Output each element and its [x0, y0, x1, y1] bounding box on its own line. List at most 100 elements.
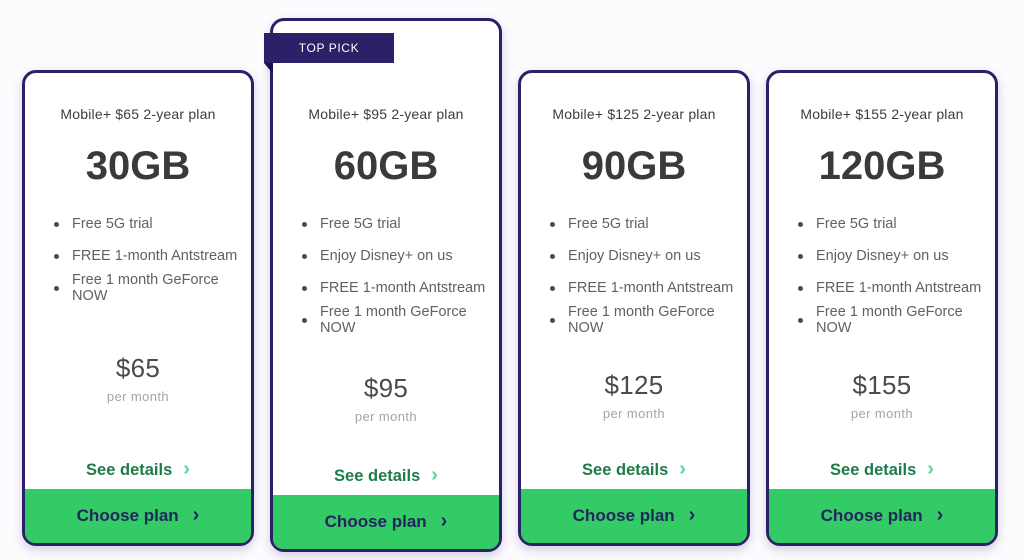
- price-period: per month: [354, 408, 418, 424]
- plan-card-120gb: Mobile+ $155 2-year plan 120GB Free 5G t…: [766, 70, 998, 546]
- feature-label: Free 5G trial: [816, 216, 897, 232]
- chevron-right-icon: ›: [183, 458, 190, 480]
- feature-list: Free 5G trial Enjoy Disney+ on us FREE 1…: [273, 208, 499, 336]
- feature-label: Free 1 month GeForce NOW: [72, 272, 219, 304]
- feature-item: Free 5G trial: [798, 208, 995, 240]
- price: $125: [604, 369, 664, 400]
- see-details-label: See details: [334, 466, 421, 485]
- feature-item: FREE 1-month Antstream: [798, 272, 995, 304]
- feature-list: Free 5G trial FREE 1-month Antstream Fre…: [25, 208, 251, 304]
- chevron-right-icon: ›: [688, 504, 696, 526]
- feature-label: Enjoy Disney+ on us: [320, 248, 453, 264]
- price-period: per month: [106, 388, 170, 404]
- feature-item: Enjoy Disney+ on us: [550, 240, 747, 272]
- see-details-link[interactable]: See details ›: [86, 458, 190, 480]
- feature-item: FREE 1-month Antstream: [54, 240, 251, 272]
- feature-item: Free 5G trial: [550, 208, 747, 240]
- bullet-icon: [550, 285, 555, 291]
- feature-label: Enjoy Disney+ on us: [816, 248, 949, 264]
- bullet-icon: [798, 253, 803, 259]
- feature-item: FREE 1-month Antstream: [550, 272, 747, 304]
- bullet-icon: [302, 317, 307, 323]
- price-period: per month: [602, 405, 666, 421]
- choose-plan-button[interactable]: Choose plan ›: [273, 495, 499, 549]
- see-details-link[interactable]: See details ›: [582, 458, 686, 480]
- bullet-icon: [54, 285, 59, 291]
- price-block: $125 per month: [603, 370, 665, 421]
- see-details-label: See details: [582, 460, 669, 479]
- feature-label: Free 5G trial: [568, 216, 649, 232]
- bullet-icon: [798, 285, 803, 291]
- chevron-right-icon: ›: [192, 504, 200, 526]
- feature-item: FREE 1-month Antstream: [302, 272, 499, 304]
- choose-plan-label: Choose plan: [324, 512, 427, 531]
- see-details-label: See details: [86, 460, 173, 479]
- price-block: $95 per month: [355, 373, 417, 424]
- chevron-right-icon: ›: [440, 510, 448, 532]
- data-allowance: 90GB: [581, 144, 687, 188]
- feature-label: FREE 1-month Antstream: [816, 280, 982, 296]
- chevron-right-icon: ›: [936, 504, 944, 526]
- plan-title: Mobile+ $125 2-year plan: [552, 106, 716, 122]
- bullet-icon: [302, 221, 307, 227]
- feature-label: Free 5G trial: [72, 216, 153, 232]
- feature-list: Free 5G trial Enjoy Disney+ on us FREE 1…: [769, 208, 995, 336]
- bullet-icon: [798, 317, 803, 323]
- feature-item: Free 1 month GeForce NOW: [798, 304, 995, 336]
- feature-label: Free 5G trial: [320, 216, 401, 232]
- bullet-icon: [302, 253, 307, 259]
- top-pick-badge: TOP PICK: [264, 33, 394, 74]
- choose-plan-label: Choose plan: [820, 506, 923, 525]
- bullet-icon: [550, 221, 555, 227]
- bullet-icon: [550, 253, 555, 259]
- see-details-link[interactable]: See details ›: [334, 464, 438, 486]
- bullet-icon: [302, 285, 307, 291]
- plan-card-body: Mobile+ $125 2-year plan 90GB Free 5G tr…: [521, 73, 747, 489]
- bullet-icon: [54, 221, 59, 227]
- feature-item: Enjoy Disney+ on us: [302, 240, 499, 272]
- feature-item: Free 1 month GeForce NOW: [550, 304, 747, 336]
- feature-label: Free 1 month GeForce NOW: [816, 304, 963, 336]
- feature-label: Enjoy Disney+ on us: [568, 248, 701, 264]
- plan-title: Mobile+ $65 2-year plan: [60, 106, 216, 122]
- plan-card-30gb: Mobile+ $65 2-year plan 30GB Free 5G tri…: [22, 70, 254, 546]
- see-details-link[interactable]: See details ›: [830, 458, 934, 480]
- price-block: $65 per month: [107, 353, 169, 404]
- plan-title: Mobile+ $155 2-year plan: [800, 106, 964, 122]
- choose-plan-button[interactable]: Choose plan ›: [769, 489, 995, 543]
- plan-card-body: Mobile+ $65 2-year plan 30GB Free 5G tri…: [25, 73, 251, 489]
- feature-item: Free 5G trial: [54, 208, 251, 240]
- feature-item: Enjoy Disney+ on us: [798, 240, 995, 272]
- data-allowance: 120GB: [818, 144, 946, 188]
- plan-card-body: Mobile+ $95 2-year plan 60GB Free 5G tri…: [273, 21, 499, 495]
- plan-title: Mobile+ $95 2-year plan: [308, 106, 464, 122]
- price: $65: [115, 352, 161, 383]
- plan-card-90gb: Mobile+ $125 2-year plan 90GB Free 5G tr…: [518, 70, 750, 546]
- choose-plan-button[interactable]: Choose plan ›: [521, 489, 747, 543]
- bullet-icon: [798, 221, 803, 227]
- choose-plan-label: Choose plan: [572, 506, 675, 525]
- choose-plan-button[interactable]: Choose plan ›: [25, 489, 251, 543]
- plan-card-body: Mobile+ $155 2-year plan 120GB Free 5G t…: [769, 73, 995, 489]
- feature-list: Free 5G trial Enjoy Disney+ on us FREE 1…: [521, 208, 747, 336]
- see-details-label: See details: [830, 460, 917, 479]
- feature-item: Free 1 month GeForce NOW: [302, 304, 499, 336]
- chevron-right-icon: ›: [927, 458, 934, 480]
- chevron-right-icon: ›: [431, 464, 438, 486]
- feature-item: Free 5G trial: [302, 208, 499, 240]
- plan-card-60gb: TOP PICK Mobile+ $95 2-year plan 60GB Fr…: [264, 18, 502, 552]
- feature-label: Free 1 month GeForce NOW: [568, 304, 715, 336]
- price-block: $155 per month: [851, 370, 913, 421]
- feature-label: FREE 1-month Antstream: [320, 280, 486, 296]
- chevron-right-icon: ›: [679, 458, 686, 480]
- data-allowance: 30GB: [85, 144, 191, 188]
- price: $95: [363, 372, 409, 403]
- data-allowance: 60GB: [333, 144, 439, 188]
- feature-label: Free 1 month GeForce NOW: [320, 304, 467, 336]
- price-period: per month: [850, 405, 914, 421]
- feature-label: FREE 1-month Antstream: [568, 280, 734, 296]
- price: $155: [852, 369, 912, 400]
- feature-item: Free 1 month GeForce NOW: [54, 272, 251, 304]
- bullet-icon: [550, 317, 555, 323]
